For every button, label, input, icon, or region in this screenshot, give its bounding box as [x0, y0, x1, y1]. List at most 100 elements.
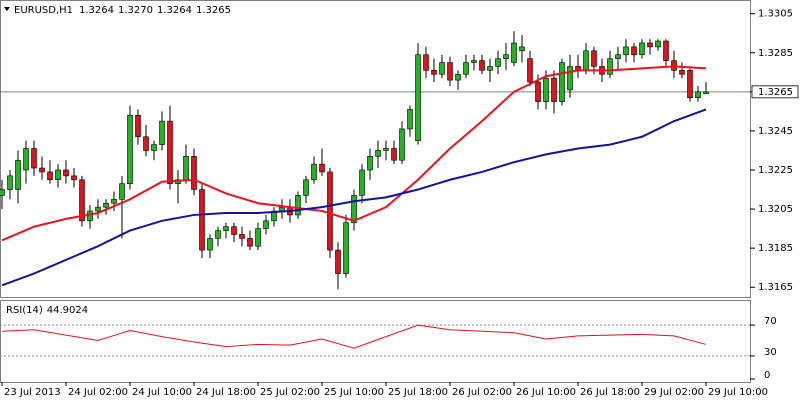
candle-body: [639, 42, 645, 56]
candle-body: [487, 66, 493, 71]
candle-body: [391, 148, 397, 161]
low-value: 1.3264: [157, 5, 192, 16]
candle-body: [679, 70, 685, 75]
candle-body: [703, 91, 709, 95]
candle-body: [23, 148, 29, 171]
candle-body: [63, 169, 69, 177]
candle-body: [263, 220, 269, 229]
y-tick-label: 70: [764, 316, 777, 327]
candle-body: [151, 144, 157, 151]
candle-body: [335, 249, 341, 274]
candle-body: [415, 54, 421, 141]
y-tick-label: 1.3285: [758, 48, 793, 59]
candle-body: [55, 169, 61, 181]
candle-body: [375, 150, 381, 157]
y-tick-label: 1.3245: [758, 126, 793, 137]
moving-average: [1, 108, 707, 287]
candle-body: [127, 114, 133, 184]
x-tick-label: 25 Jul 10:00: [324, 387, 384, 398]
candle-body: [519, 46, 525, 52]
symbol: EURUSD,H1: [14, 5, 73, 16]
candle-body: [367, 156, 373, 171]
candle-body: [583, 50, 589, 71]
y-tick-label: 1.3185: [758, 243, 793, 254]
candle-body: [359, 169, 365, 196]
candle-body: [663, 40, 669, 61]
candle-body: [431, 70, 437, 75]
y-tick-label: 1.3305: [758, 9, 793, 20]
candle-body: [79, 179, 85, 222]
candle-body: [303, 179, 309, 196]
candle-body: [239, 234, 245, 239]
candle-body: [447, 62, 453, 81]
candle-body: [471, 60, 477, 63]
chart-header: EURUSD,H1 1.3264 1.3270 1.3264 1.3265: [14, 5, 231, 16]
candle-body: [399, 128, 405, 161]
candle-body: [231, 226, 237, 235]
candle-body: [543, 77, 549, 102]
candle-body: [295, 195, 301, 216]
candle-body: [455, 73, 461, 81]
candle-body: [159, 120, 165, 145]
x-tick-label: 29 Jul 10:00: [708, 387, 768, 398]
x-tick-label: 23 Jul 2013: [4, 387, 61, 398]
x-tick-label: 26 Jul 10:00: [516, 387, 576, 398]
y-tick-label: 1.3165: [758, 282, 793, 293]
candle-body: [327, 171, 333, 251]
candle-body: [687, 70, 693, 98]
last-price-tag: [751, 85, 799, 99]
candle-body: [191, 156, 197, 190]
candle-body: [511, 42, 517, 63]
rsi-header: RSI(14) 44.9024: [6, 305, 88, 316]
candle-body: [615, 54, 621, 59]
x-tick-label: 25 Jul 02:00: [260, 387, 320, 398]
candle-body: [255, 228, 261, 247]
candle-body: [103, 202, 109, 208]
x-tick-label: 24 Jul 18:00: [196, 387, 256, 398]
candle-body: [351, 195, 357, 224]
candle-body: [119, 183, 125, 200]
y-tick-label: 1.3205: [758, 204, 793, 215]
candle-body: [479, 60, 485, 71]
candle-body: [631, 46, 637, 56]
x-tick-label: 24 Jul 02:00: [68, 387, 128, 398]
y-tick-label: 1.3225: [758, 165, 793, 176]
candle-body: [607, 58, 613, 75]
rsi-title: RSI(14): [6, 305, 43, 316]
candle-body: [111, 199, 117, 204]
candle-body: [311, 163, 317, 181]
candle-body: [655, 40, 661, 48]
x-tick-label: 25 Jul 18:00: [388, 387, 448, 398]
price-panel: [0, 0, 751, 298]
y-tick-label: 0: [764, 370, 770, 381]
x-tick-label: 26 Jul 02:00: [452, 387, 512, 398]
candle-body: [47, 171, 53, 181]
candle-body: [199, 189, 205, 251]
candle-body: [495, 58, 501, 67]
candle-body: [7, 175, 13, 190]
rsi-current: 44.9024: [47, 305, 88, 316]
rsi-panel: [0, 300, 751, 383]
candle-body: [247, 238, 253, 247]
candle-body: [695, 91, 701, 98]
candle-body: [15, 159, 21, 190]
candle-body: [463, 62, 469, 75]
candle-body: [567, 66, 573, 91]
candle-body: [423, 54, 429, 71]
candle-body: [503, 54, 509, 59]
candle-body: [527, 58, 533, 83]
candle-body: [143, 136, 149, 151]
open-value: 1.3264: [79, 5, 114, 16]
candle-body: [95, 206, 101, 212]
menu-arrow: [4, 7, 10, 11]
candle-body: [591, 50, 597, 67]
candle-body: [551, 77, 557, 102]
last-price-label: 1.3265: [758, 87, 793, 98]
candle-body: [559, 62, 565, 102]
x-tick-label: 26 Jul 18:00: [580, 387, 640, 398]
rsi-line: [1, 324, 707, 349]
candle-body: [0, 189, 5, 196]
candle-body: [215, 230, 221, 239]
candle-body: [31, 148, 37, 169]
